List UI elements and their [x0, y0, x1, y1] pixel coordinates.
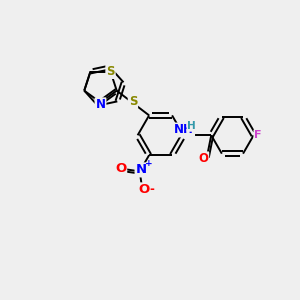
Text: -: -	[149, 182, 154, 196]
Text: S: S	[129, 95, 137, 108]
Text: N: N	[136, 164, 147, 176]
Text: N: N	[95, 98, 106, 111]
Text: O: O	[138, 183, 149, 196]
Text: O: O	[115, 162, 126, 175]
Text: S: S	[106, 65, 115, 78]
Text: +: +	[145, 159, 152, 168]
Text: NH: NH	[174, 124, 194, 136]
Text: H: H	[188, 121, 196, 131]
Text: F: F	[254, 130, 262, 140]
Text: O: O	[198, 152, 208, 165]
